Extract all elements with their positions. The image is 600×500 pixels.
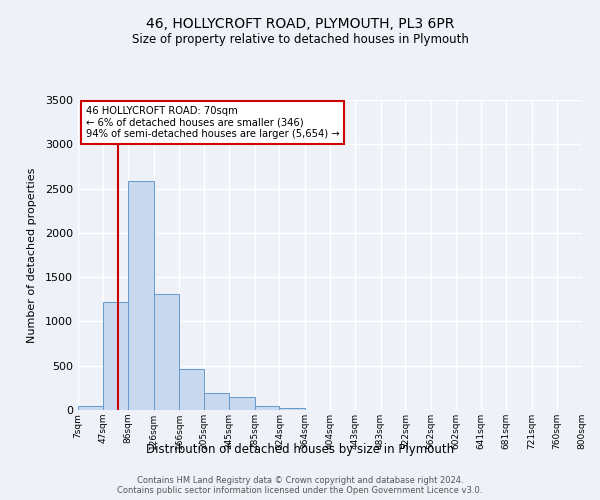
Bar [103, 302, 128, 410]
Bar [154, 294, 179, 410]
Bar [229, 397, 254, 410]
Bar [128, 182, 154, 410]
Bar [254, 406, 280, 410]
Text: 46, HOLLYCROFT ROAD, PLYMOUTH, PL3 6PR: 46, HOLLYCROFT ROAD, PLYMOUTH, PL3 6PR [146, 18, 454, 32]
Bar [280, 408, 305, 410]
Y-axis label: Number of detached properties: Number of detached properties [26, 168, 37, 342]
Text: Size of property relative to detached houses in Plymouth: Size of property relative to detached ho… [131, 32, 469, 46]
Text: Contains HM Land Registry data © Crown copyright and database right 2024.
Contai: Contains HM Land Registry data © Crown c… [118, 476, 482, 495]
Text: Distribution of detached houses by size in Plymouth: Distribution of detached houses by size … [146, 442, 454, 456]
Bar [204, 392, 229, 410]
Bar [78, 406, 103, 410]
Bar [179, 370, 204, 410]
Text: 46 HOLLYCROFT ROAD: 70sqm
← 6% of detached houses are smaller (346)
94% of semi-: 46 HOLLYCROFT ROAD: 70sqm ← 6% of detach… [86, 106, 339, 140]
